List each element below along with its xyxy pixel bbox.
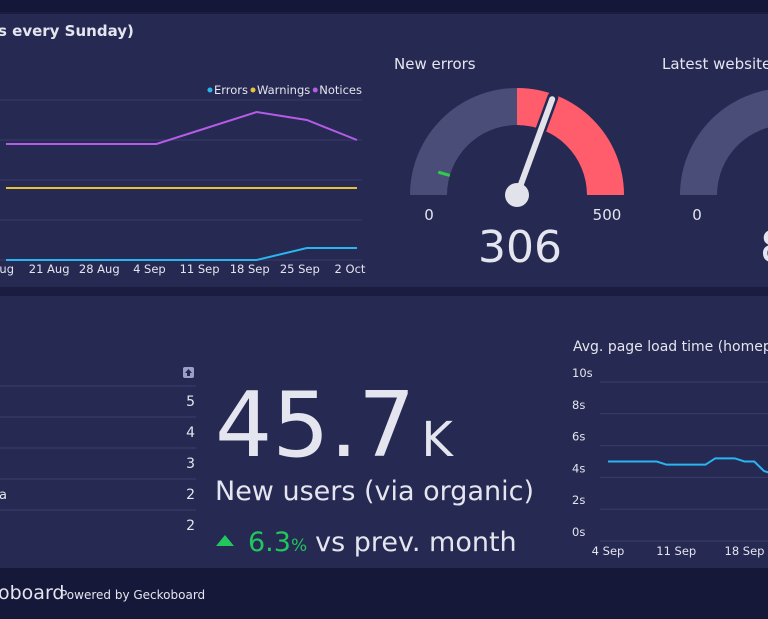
x-tick-label: 11 Sep: [180, 262, 220, 276]
row-value: 5: [186, 394, 195, 410]
needle-hub: [505, 183, 529, 207]
x-tick-label: 2 Oct: [335, 262, 366, 276]
big-number: 45.7 K: [215, 373, 454, 478]
change-line: 6.3% vs prev. month: [248, 527, 517, 558]
x-tick-label: 4 Sep: [592, 544, 625, 558]
y-tick-label: 2s: [572, 493, 585, 507]
row-value: 2: [186, 518, 195, 534]
legend-label: Errors: [214, 83, 248, 97]
gauge-marker: [437, 170, 451, 177]
legend-dot: [207, 87, 213, 93]
up-arrow: [216, 535, 234, 546]
gauge-max: 500: [593, 206, 622, 224]
change-unit: %: [291, 536, 307, 556]
x-tick-label: 25 Sep: [280, 262, 320, 276]
top-strip: [0, 0, 768, 12]
gauge-min: 0: [692, 206, 702, 224]
footer-bar: [0, 568, 768, 619]
legend-label: Warnings: [257, 83, 310, 97]
sort-icon: [183, 367, 194, 378]
y-tick-label: 6s: [572, 430, 585, 444]
number-label: New users (via organic): [215, 476, 534, 507]
number-suffix: K: [421, 412, 454, 468]
series-line: [608, 457, 768, 474]
x-tick-label: 21 Aug: [29, 262, 70, 276]
change-value: 6.3: [248, 527, 291, 558]
top-panel: [0, 14, 768, 287]
x-tick-label: ug: [0, 262, 14, 276]
row-value: 4: [186, 425, 195, 441]
series-line: [6, 110, 358, 145]
number-value: 45.7: [215, 373, 415, 478]
gauge-value: 306: [478, 222, 562, 273]
gauge-min: 0: [424, 206, 434, 224]
series-line: [6, 247, 357, 261]
y-tick-label: 0s: [572, 525, 585, 539]
widget-title: s every Sunday): [0, 22, 134, 40]
y-tick-label: 8s: [572, 398, 585, 412]
gauge-arc: [680, 89, 768, 195]
gauge-value: 8: [760, 222, 768, 273]
x-tick-label: 18 Sep: [725, 544, 765, 558]
widget-title: New errors: [394, 55, 476, 73]
footer-powered: Powered by Geckoboard: [60, 588, 205, 602]
y-tick-label: 4s: [572, 461, 585, 475]
legend-label: Notices: [319, 83, 362, 97]
comparison: vs prev. month: [315, 527, 517, 558]
x-tick-label: 28 Aug: [79, 262, 120, 276]
widget-title: Avg. page load time (homep: [573, 339, 768, 355]
y-tick-label: 10s: [572, 366, 593, 380]
legend-dot: [250, 87, 256, 93]
x-tick-label: 4 Sep: [133, 262, 166, 276]
row-value: 2: [186, 487, 195, 503]
row-value: 3: [186, 456, 195, 472]
gauge-needle: [514, 96, 556, 198]
bottom-panel: [0, 296, 768, 568]
legend-dot: [312, 87, 318, 93]
footer-logo: oboard: [0, 582, 65, 604]
x-tick-label: 18 Sep: [230, 262, 270, 276]
row-label: a: [0, 488, 7, 503]
widget-title: Latest website: [662, 55, 768, 73]
x-tick-label: 11 Sep: [656, 544, 696, 558]
